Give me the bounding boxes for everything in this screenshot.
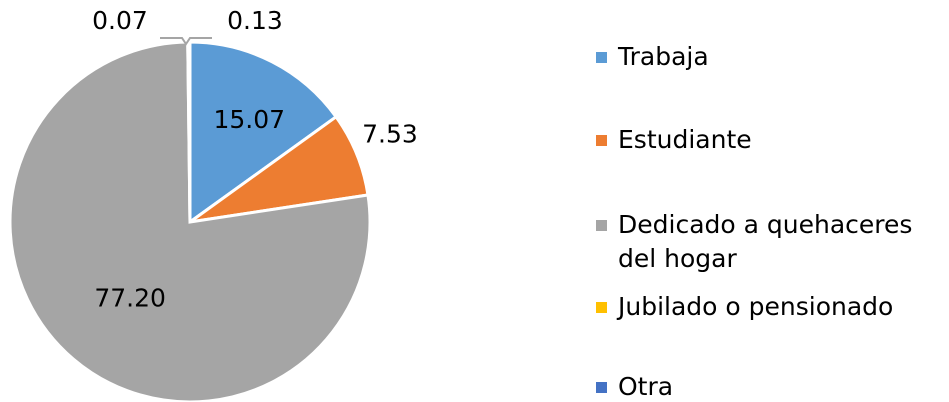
data-label: 7.53 [362, 119, 418, 148]
legend-label: Otra [618, 372, 674, 401]
legend-label: Trabaja [618, 42, 709, 71]
legend-label: Estudiante [618, 125, 752, 154]
legend-swatch [596, 135, 607, 146]
legend-item: Otra [596, 370, 946, 402]
data-label: 0.13 [227, 6, 283, 35]
legend-label: Jubilado o pensionado [618, 292, 894, 321]
data-label: 77.20 [94, 283, 166, 312]
pie-slice [8, 40, 372, 402]
data-label: 15.07 [213, 105, 285, 134]
legend-item: Estudiante [596, 123, 946, 157]
legend-item: Trabaja [596, 40, 946, 74]
legend-swatch [596, 302, 607, 313]
legend-swatch [596, 382, 607, 393]
legend-item: Dedicado a quehaceres del hogar [596, 208, 946, 276]
leader-line [160, 37, 212, 46]
legend-swatch [596, 52, 607, 63]
data-label: 0.07 [92, 6, 148, 35]
legend-item: Jubilado o pensionado [596, 290, 946, 324]
pie-slice [188, 40, 339, 225]
legend-swatch [596, 220, 607, 231]
legend-label: Dedicado a quehaceres del hogar [618, 210, 913, 273]
pie-slice [187, 40, 192, 223]
